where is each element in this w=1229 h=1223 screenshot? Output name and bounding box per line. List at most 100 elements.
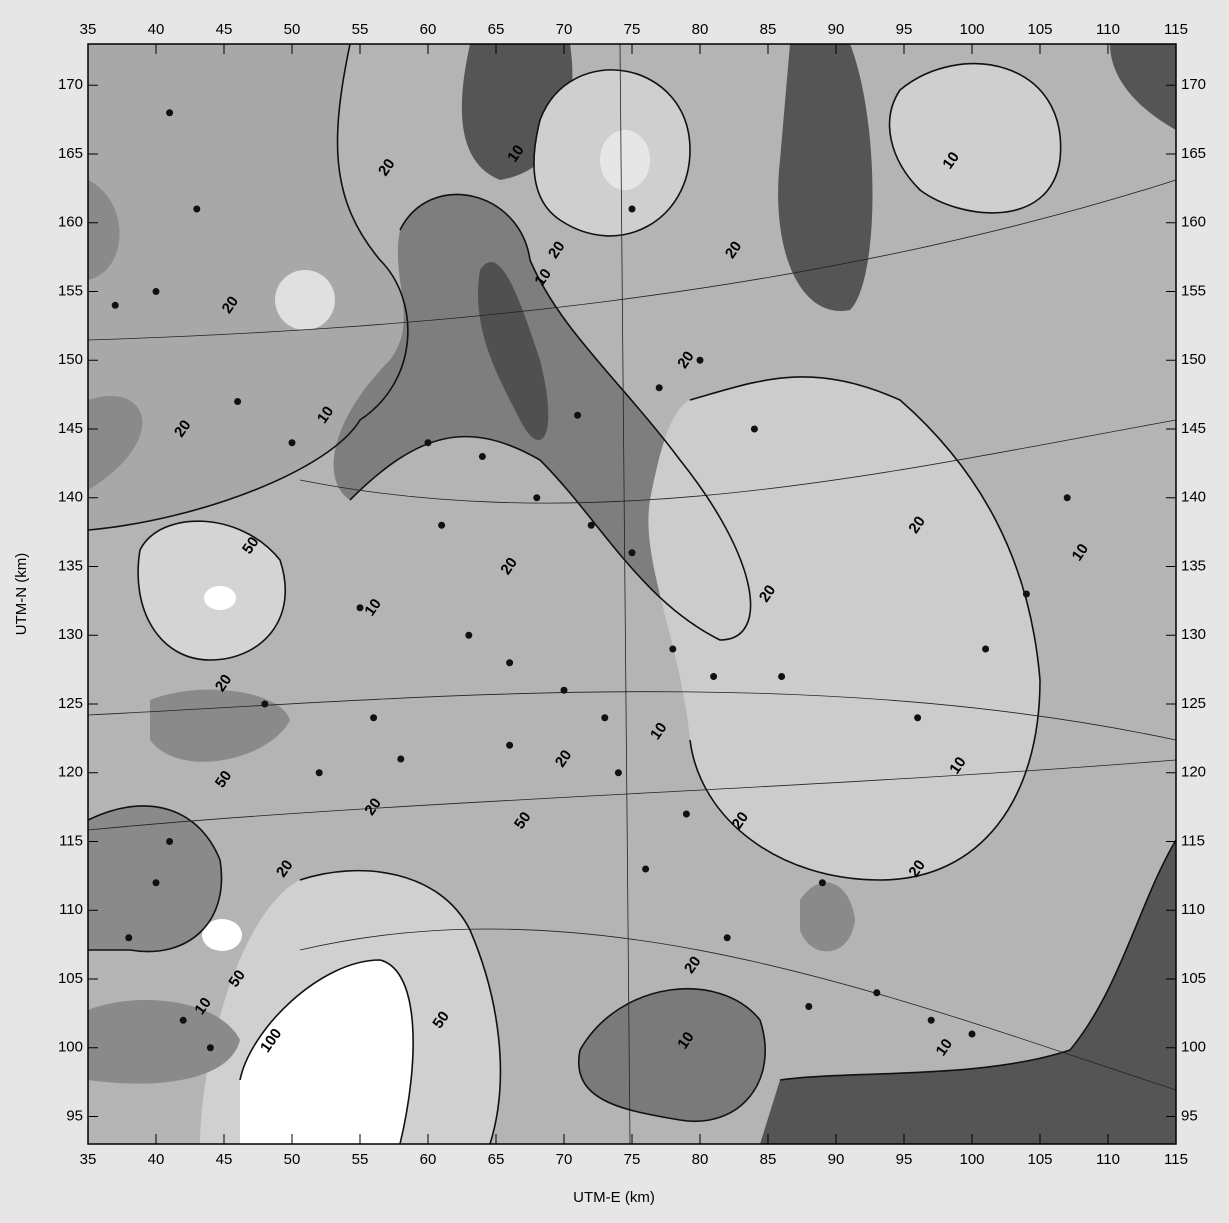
x-tick-label-top: 40 xyxy=(148,21,165,38)
station-point xyxy=(914,714,922,722)
x-tick-label-top: 35 xyxy=(80,21,97,38)
x-tick-label-top: 110 xyxy=(1096,21,1120,38)
station-point xyxy=(574,411,582,419)
x-tick-label: 45 xyxy=(216,1151,233,1168)
x-tick-label-top: 70 xyxy=(556,21,573,38)
station-point xyxy=(288,439,296,447)
contour-label: 20 xyxy=(497,554,520,577)
y-tick-label: 150 xyxy=(58,351,83,368)
contour-label: 20 xyxy=(905,857,928,880)
station-point xyxy=(506,659,514,667)
y-tick-label: 170 xyxy=(58,76,83,93)
x-tick-label-top: 100 xyxy=(959,21,984,38)
station-point xyxy=(587,521,595,529)
station-point xyxy=(356,604,364,612)
station-point xyxy=(628,205,636,213)
y-tick-label-right: 100 xyxy=(1181,1039,1206,1056)
x-tick-label: 95 xyxy=(896,1151,913,1168)
y-tick-label: 140 xyxy=(58,489,83,506)
station-point xyxy=(397,755,405,763)
contour-label: 20 xyxy=(212,671,235,694)
x-tick-label-top: 80 xyxy=(692,21,709,38)
y-tick-label-right: 165 xyxy=(1181,145,1206,162)
x-tick-label: 35 xyxy=(80,1151,97,1168)
y-tick-label: 115 xyxy=(59,832,83,849)
station-point xyxy=(206,1044,214,1052)
contour-label: 20 xyxy=(375,156,398,179)
y-tick-label: 145 xyxy=(58,420,83,437)
x-tick-label-top: 60 xyxy=(420,21,437,38)
x-tick-label-top: 45 xyxy=(216,21,233,38)
x-tick-label: 50 xyxy=(284,1151,301,1168)
contour-label: 10 xyxy=(939,149,962,172)
contour-label: 20 xyxy=(219,293,242,316)
y-axis-label: UTM-N (km) xyxy=(13,553,30,635)
y-tick-label: 125 xyxy=(58,695,83,712)
y-tick-label-right: 95 xyxy=(1181,1107,1198,1124)
x-tick-label-top: 55 xyxy=(352,21,369,38)
x-tick-label-top: 85 xyxy=(760,21,777,38)
contour-label: 10 xyxy=(314,403,337,426)
x-tick-label: 65 xyxy=(488,1151,505,1168)
station-point xyxy=(315,769,323,777)
contour-label: 50 xyxy=(239,534,262,557)
contour-label: 20 xyxy=(729,809,752,832)
x-tick-label: 90 xyxy=(828,1151,845,1168)
y-tick-label-right: 140 xyxy=(1181,489,1206,506)
station-point xyxy=(533,494,541,502)
station-point xyxy=(614,769,622,777)
contour-label: 10 xyxy=(647,719,670,742)
station-point xyxy=(696,356,704,364)
station-point xyxy=(111,301,119,309)
y-tick-label-right: 155 xyxy=(1181,282,1206,299)
x-tick-label: 100 xyxy=(959,1151,984,1168)
contour-label: 50 xyxy=(511,809,534,832)
x-tick-label: 110 xyxy=(1096,1151,1120,1168)
station-point xyxy=(506,741,514,749)
contour-label: 10 xyxy=(933,1036,956,1059)
station-point xyxy=(628,549,636,557)
contour-label: 20 xyxy=(545,238,568,261)
y-tick-label: 160 xyxy=(58,214,83,231)
y-tick-label-right: 115 xyxy=(1181,832,1205,849)
station-point xyxy=(234,398,242,405)
contour-label: 10 xyxy=(1069,541,1092,564)
x-tick-label: 105 xyxy=(1027,1151,1052,1168)
contour-label: 10 xyxy=(504,142,527,165)
station-point xyxy=(478,453,486,460)
station-point xyxy=(982,645,990,653)
contour-label: 10 xyxy=(361,596,384,619)
y-tick-label-right: 135 xyxy=(1181,557,1206,574)
station-point xyxy=(1022,590,1030,598)
x-tick-label: 70 xyxy=(556,1151,573,1168)
y-tick-label: 100 xyxy=(58,1039,83,1056)
station-point xyxy=(152,288,160,295)
contour-label: 20 xyxy=(681,953,704,976)
y-tick-label-right: 145 xyxy=(1181,420,1206,437)
contour-label: 20 xyxy=(722,238,745,261)
y-tick-label-right: 110 xyxy=(1181,901,1205,918)
y-tick-label-right: 130 xyxy=(1181,626,1206,643)
station-point xyxy=(818,879,826,887)
y-tick-label: 155 xyxy=(58,282,83,299)
station-point xyxy=(560,686,568,694)
x-tick-label-top: 115 xyxy=(1164,21,1188,38)
y-tick-label-right: 105 xyxy=(1181,970,1206,987)
x-tick-label-top: 75 xyxy=(624,21,641,38)
station-point xyxy=(968,1030,976,1038)
x-tick-label: 40 xyxy=(148,1151,165,1168)
y-tick-label: 165 xyxy=(58,145,83,162)
station-point xyxy=(125,934,133,942)
contour-label: 20 xyxy=(361,795,384,818)
station-point xyxy=(465,631,473,639)
station-point xyxy=(778,673,786,680)
station-point xyxy=(927,1016,935,1024)
y-tick-label: 105 xyxy=(58,970,83,987)
y-tick-label-right: 125 xyxy=(1181,695,1206,712)
contour-label: 10 xyxy=(946,754,969,777)
x-tick-label-top: 105 xyxy=(1027,21,1052,38)
y-tick-label-right: 160 xyxy=(1181,214,1206,231)
x-tick-label-top: 95 xyxy=(896,21,913,38)
y-tick-label-right: 150 xyxy=(1181,351,1206,368)
